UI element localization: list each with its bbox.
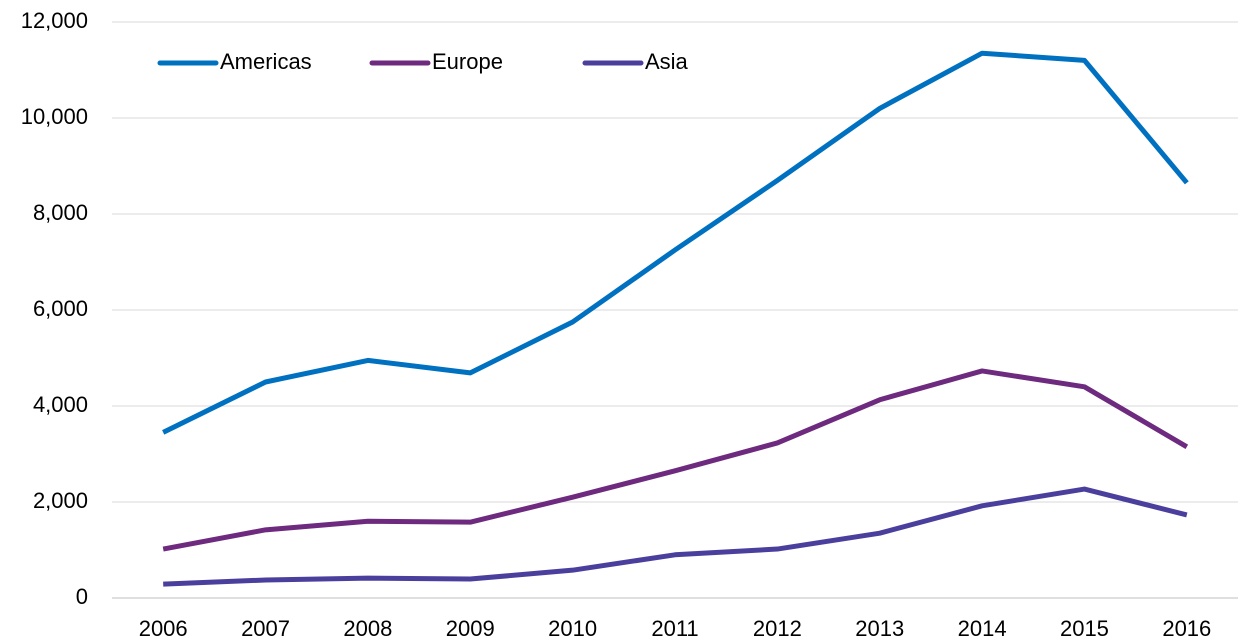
x-tick-label: 2009 <box>446 616 495 641</box>
x-tick-label: 2013 <box>855 616 904 641</box>
x-tick-label: 2014 <box>958 616 1007 641</box>
y-tick-label: 10,000 <box>21 104 88 129</box>
line-series <box>162 368 1189 552</box>
x-tick-label: 2010 <box>548 616 597 641</box>
x-tick-label: 2007 <box>241 616 290 641</box>
x-tick-label: 2011 <box>651 616 698 641</box>
x-tick-label: 2016 <box>1162 616 1211 641</box>
x-tick-label: 2015 <box>1060 616 1109 641</box>
y-tick-label: 4,000 <box>33 392 88 417</box>
legend-label: Asia <box>645 49 689 74</box>
y-tick-label: 2,000 <box>33 488 88 513</box>
x-tick-label: 2008 <box>343 616 392 641</box>
legend-label: Americas <box>220 49 312 74</box>
y-tick-label: 8,000 <box>33 200 88 225</box>
x-tick-label: 2006 <box>139 616 188 641</box>
y-tick-label: 0 <box>76 584 88 609</box>
line-series <box>162 50 1189 435</box>
x-tick-label: 2012 <box>753 616 802 641</box>
y-tick-label: 6,000 <box>33 296 88 321</box>
line-series <box>163 486 1188 587</box>
legend-label: Europe <box>432 49 503 74</box>
y-tick-label: 12,000 <box>21 8 88 33</box>
